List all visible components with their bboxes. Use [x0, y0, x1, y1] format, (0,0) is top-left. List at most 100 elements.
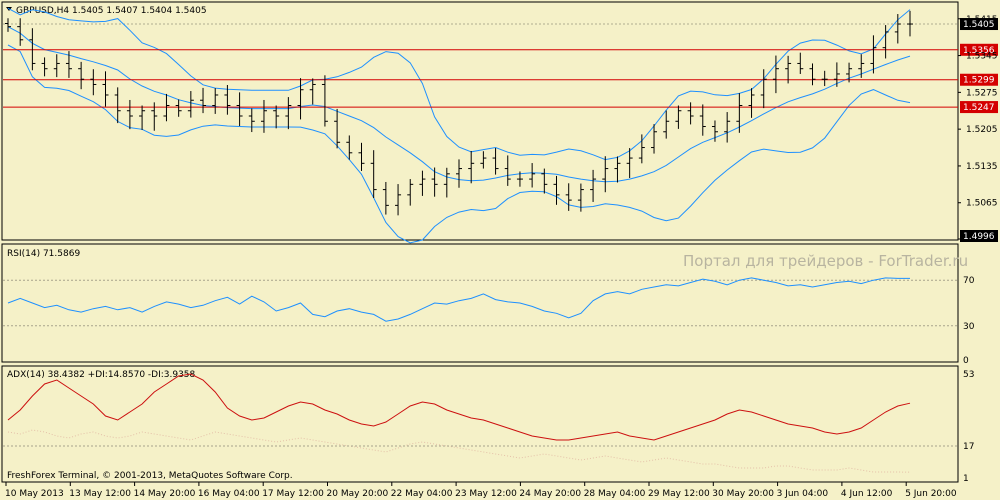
ohlc-bar	[711, 120, 718, 142]
ohlc-bar	[651, 124, 658, 154]
time-tick-label: 20 May 20:00	[327, 489, 389, 499]
ohlc-bar	[334, 108, 341, 149]
ohlc-bar	[139, 105, 146, 130]
main-title: GBPUSD,H4 1.5405 1.5407 1.5404 1.5405	[16, 6, 207, 16]
adx-level-label: 53	[963, 370, 974, 380]
time-tick-label: 17 May 12:00	[262, 489, 324, 499]
time-tick-label: 28 May 04:00	[584, 489, 646, 499]
price-axis: 1.54151.53451.52751.52051.51351.50651.49…	[958, 15, 998, 245]
adx-title: ADX(14) 38.4382 +DI:14.8570 -DI:3.9358	[7, 370, 196, 380]
ohlc-bar	[102, 71, 109, 107]
rsi-level-label: 70	[963, 276, 975, 286]
h-line-label-bg-1	[960, 43, 998, 56]
time-tick-label: 13 May 12:00	[69, 489, 131, 499]
ohlc-bar	[504, 155, 511, 186]
time-tick-label: 24 May 20:00	[519, 489, 581, 499]
time-tick-label: 22 May 04:00	[391, 489, 453, 499]
ohlc-bar	[675, 105, 682, 129]
ohlc-bar	[273, 105, 280, 129]
h-line-label-bg-2	[960, 73, 998, 86]
ohlc-bar	[516, 171, 523, 187]
price-tick-label: 1.5205	[966, 125, 998, 135]
plus-di-line	[7, 429, 911, 473]
ohlc-bar	[797, 52, 804, 74]
price-bars	[5, 10, 913, 216]
rsi-level-label: 0	[963, 356, 969, 366]
ohlc-bar	[358, 142, 365, 171]
time-tick-label: 30 May 20:00	[712, 489, 774, 499]
ohlc-bar	[577, 183, 584, 212]
time-tick-label: 14 May 20:00	[134, 489, 196, 499]
ohlc-bar	[553, 175, 560, 205]
ohlc-bar	[236, 92, 243, 126]
main-panel	[1, 1, 959, 241]
adx-level-label: 17	[963, 442, 974, 452]
adx-level-label: 1	[963, 474, 969, 484]
ohlc-bar	[846, 62, 853, 83]
ohlc-bar	[419, 170, 426, 196]
ohlc-bar	[724, 112, 731, 143]
low-price-label: 1.4996	[963, 232, 995, 242]
price-tick-label: 1.5345	[966, 52, 998, 62]
low-price-label-bg	[960, 230, 998, 242]
adx-panel	[1, 365, 959, 483]
time-axis: 10 May 2013 13 May 12:00 14 May 20:00 16 Ma…	[5, 482, 957, 499]
ohlc-bar	[370, 150, 377, 199]
ohlc-bar	[882, 25, 889, 59]
ohlc-bar	[187, 91, 194, 118]
rsi-axis: 70 30 0	[963, 276, 975, 366]
support-resistance-lines: 1.5356 1.5299 1.5247	[3, 43, 998, 114]
time-tick-label: 3 Jun 04:00	[777, 489, 829, 499]
ohlc-bar	[78, 61, 85, 90]
h-line-label-bg-3	[960, 101, 998, 114]
rsi-level-label: 30	[963, 322, 975, 332]
ohlc-bar	[309, 78, 316, 105]
ohlc-bar	[541, 168, 548, 194]
ohlc-bar	[321, 75, 328, 127]
ohlc-bar	[65, 51, 72, 78]
price-tick-label: 1.5275	[966, 88, 998, 98]
adx-axis: 53 17 1	[3, 370, 974, 484]
rsi-line	[7, 277, 910, 322]
ohlc-bar	[480, 151, 487, 169]
current-price-label-bg	[960, 18, 998, 31]
ohlc-bar	[382, 181, 389, 215]
current-price-label: 1.5405	[963, 20, 995, 30]
ohlc-bar	[212, 88, 219, 114]
ohlc-bar	[614, 156, 621, 183]
watermark: Портал для трейдеров - ForTrader.ru	[683, 252, 968, 270]
ohlc-bar	[626, 148, 633, 179]
ohlc-bar	[260, 99, 267, 133]
ohlc-bar	[456, 159, 462, 188]
ohlc-bar	[346, 135, 353, 160]
ohlc-bar	[870, 35, 877, 74]
ohlc-bar	[492, 148, 499, 175]
ohlc-bar	[638, 134, 645, 164]
ohlc-bar	[772, 55, 779, 94]
price-tick-label: 1.5135	[966, 162, 998, 172]
time-tick-label: 16 May 04:00	[198, 489, 260, 499]
ohlc-bar	[431, 167, 438, 197]
ohlc-bar	[126, 99, 133, 130]
ohlc-bar	[736, 93, 743, 133]
time-tick-label: 5 Jun 20:00	[905, 489, 957, 499]
ohlc-bar	[53, 54, 60, 78]
footer-copyright: FreshForex Terminal, © 2001-2013, MetaQu…	[7, 471, 293, 481]
ohlc-bar	[821, 70, 828, 87]
time-tick-label: 29 May 12:00	[648, 489, 710, 499]
ohlc-bar	[5, 18, 11, 32]
ohlc-bar	[699, 104, 706, 136]
ohlc-bar	[785, 55, 792, 84]
ohlc-bar	[565, 183, 572, 211]
ohlc-bar	[114, 87, 121, 124]
ohlc-bar	[748, 88, 755, 118]
time-tick-label: 10 May 2013	[5, 489, 64, 499]
rsi-level-lines	[3, 279, 958, 327]
ohlc-bar	[809, 63, 816, 86]
ohlc-bar	[602, 156, 609, 193]
ohlc-bar	[529, 163, 536, 188]
ohlc-bar	[468, 150, 475, 184]
ohlc-bar	[443, 167, 450, 198]
ohlc-bar	[41, 57, 48, 77]
